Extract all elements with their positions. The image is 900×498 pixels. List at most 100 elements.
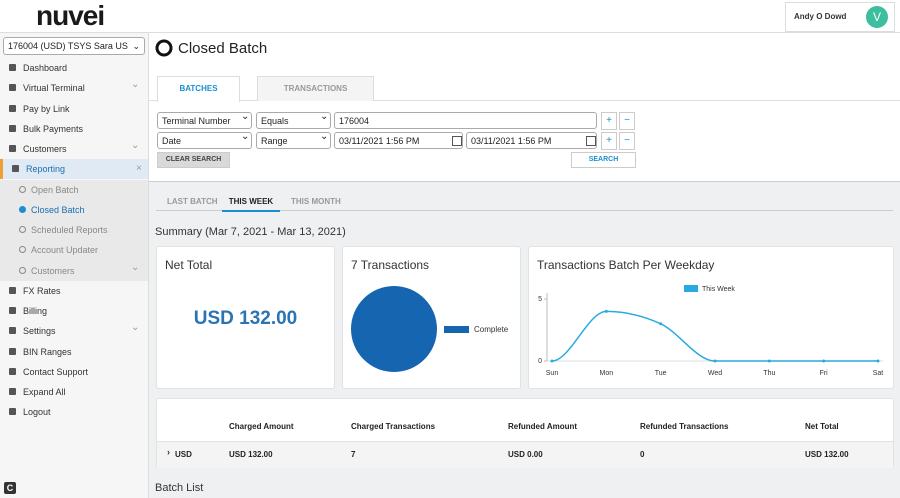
period-tab[interactable]: THIS MONTH — [291, 197, 341, 206]
chevron: ⌄ — [132, 41, 140, 51]
tab-batches[interactable]: BATCHES — [157, 76, 240, 102]
filter-input[interactable]: 03/11/2021 1:56 PM — [466, 132, 597, 149]
sidebar: 176004 (USD) TSYS Sara US ⌄ C Dashboard Vi… — [0, 33, 149, 498]
x-tick-label: Sat — [873, 370, 884, 377]
menu-item[interactable]: Scheduled Reports — [0, 220, 148, 240]
batch-list-title: Batch List — [155, 482, 204, 494]
x-tick-label: Thu — [763, 370, 775, 377]
add-button[interactable]: + — [601, 112, 617, 130]
menu-label: FX Rates — [23, 285, 61, 296]
add-button[interactable]: + — [601, 132, 617, 150]
menu-item[interactable]: Customers ⌄ — [0, 261, 148, 281]
menu-label: Bulk Payments — [23, 123, 84, 134]
filter-select[interactable]: Terminal Number ⌄ — [157, 112, 252, 129]
menu-icon — [19, 246, 26, 254]
menu-icon — [19, 185, 26, 193]
menu-item[interactable]: Closed Batch — [0, 200, 148, 220]
period-tab-active[interactable]: THIS WEEK — [222, 197, 280, 212]
checkbox[interactable] — [586, 136, 596, 146]
expand-icon[interactable]: › — [167, 447, 170, 457]
pie-chart: Complete — [351, 286, 509, 372]
filter-select[interactable]: Range ⌄ — [256, 132, 331, 149]
merchant-select[interactable]: 176004 (USD) TSYS Sara US ⌄ — [3, 37, 145, 55]
column-header: Refunded Amount — [508, 422, 578, 431]
menu-icon — [9, 307, 16, 314]
menu-label: Settings — [23, 326, 56, 337]
menu-item[interactable]: Account Updater — [0, 240, 148, 260]
menu-icon — [12, 165, 19, 173]
filter-value: Range — [261, 136, 288, 146]
menu-label: Billing — [23, 306, 48, 316]
line-chart: 0 5 Sun Mon Tue Wed Thu Fri Sat This Week — [538, 285, 884, 377]
y-tick-label: 0 — [538, 358, 542, 365]
logo[interactable]: nuvei — [36, 0, 105, 31]
menu-label: Dashboard — [23, 63, 68, 73]
chevron: ⌄ — [241, 132, 250, 142]
totals-table: Charged Amount Charged Transactions Refund… — [156, 398, 894, 468]
filter-input[interactable]: 176004 — [334, 112, 597, 129]
filter-select[interactable]: Date ⌄ — [157, 132, 252, 149]
line-point — [550, 359, 554, 363]
menu-item[interactable]: Customers ⌄ — [0, 139, 148, 159]
menu-label: Reporting — [26, 164, 66, 175]
menu-item[interactable]: Bulk Payments — [0, 119, 148, 139]
menu-item[interactable]: Expand All — [0, 382, 148, 402]
menu-item[interactable]: Pay by Link — [0, 99, 148, 119]
menu-item[interactable]: Logout — [0, 402, 148, 422]
menu-item[interactable]: BIN Ranges — [0, 342, 148, 362]
menu-item[interactable]: Settings ⌄ — [0, 321, 148, 341]
menu-icon — [9, 84, 16, 92]
x-tick-label: Wed — [708, 370, 722, 377]
line-card: Transactions Batch Per Weekday 0 5 Sun Mon T… — [528, 246, 894, 389]
menu-label: Open Batch — [31, 184, 79, 195]
tabs-rule — [149, 100, 900, 101]
menu-label: Scheduled Reports — [31, 225, 108, 235]
menu-item[interactable]: Billing — [0, 301, 148, 321]
legend-swatch — [444, 326, 469, 333]
menu-label: Closed Batch — [31, 204, 85, 215]
line-point — [659, 322, 663, 326]
menu-icon — [9, 388, 16, 395]
menu-label: BIN Ranges — [23, 346, 72, 357]
x-tick-label: Sun — [546, 370, 559, 377]
pie-slice — [351, 286, 437, 372]
checkbox[interactable] — [452, 136, 462, 146]
remove-button[interactable]: − — [619, 132, 635, 150]
menu-item[interactable]: Virtual Terminal ⌄ — [0, 78, 148, 98]
line-point — [822, 359, 826, 363]
card-title: 7 Transactions — [351, 258, 430, 272]
legend-label: This Week — [702, 286, 735, 293]
menu-icon — [9, 104, 16, 112]
menu-item[interactable]: Open Batch — [0, 180, 148, 200]
menu-icon — [9, 367, 16, 375]
filter-value: 176004 — [339, 116, 370, 126]
chevron: ⌄ — [320, 112, 329, 122]
net-total-value: USD 132.00 — [193, 308, 298, 329]
line-point — [604, 309, 608, 313]
avatar: V — [866, 6, 888, 28]
card-title: Transactions Batch Per Weekday — [537, 258, 715, 272]
close-icon: × — [136, 163, 142, 175]
filter-select[interactable]: Equals ⌄ — [256, 112, 331, 129]
filter-value: 03/11/2021 1:56 PM — [471, 136, 552, 146]
column-header: Charged Amount — [229, 422, 294, 431]
period-tab[interactable]: LAST BATCH — [167, 197, 218, 206]
filter-value: Equals — [261, 116, 289, 126]
column-header: Charged Transactions — [351, 422, 436, 431]
filter-input[interactable]: 03/11/2021 1:56 PM — [334, 132, 463, 149]
search-button[interactable]: SEARCH — [571, 152, 636, 168]
chevron: ⌄ — [131, 140, 140, 151]
user-menu[interactable]: Andy O Dowd V — [785, 2, 895, 32]
menu-item[interactable]: Contact Support — [0, 362, 148, 382]
legend-label: Complete — [474, 325, 509, 334]
filter-value: 03/11/2021 1:56 PM — [339, 136, 420, 146]
menu-label: Customers — [31, 265, 75, 276]
menu-item[interactable]: FX Rates — [0, 281, 148, 301]
footer-icon: C — [4, 482, 16, 494]
menu-item[interactable]: Dashboard — [0, 58, 148, 78]
clear-button[interactable]: CLEAR SEARCH — [157, 152, 230, 168]
menu-item[interactable]: Reporting × — [0, 159, 148, 180]
remove-button[interactable]: − — [619, 112, 635, 130]
tab-transactions[interactable]: TRANSACTIONS — [257, 76, 374, 101]
